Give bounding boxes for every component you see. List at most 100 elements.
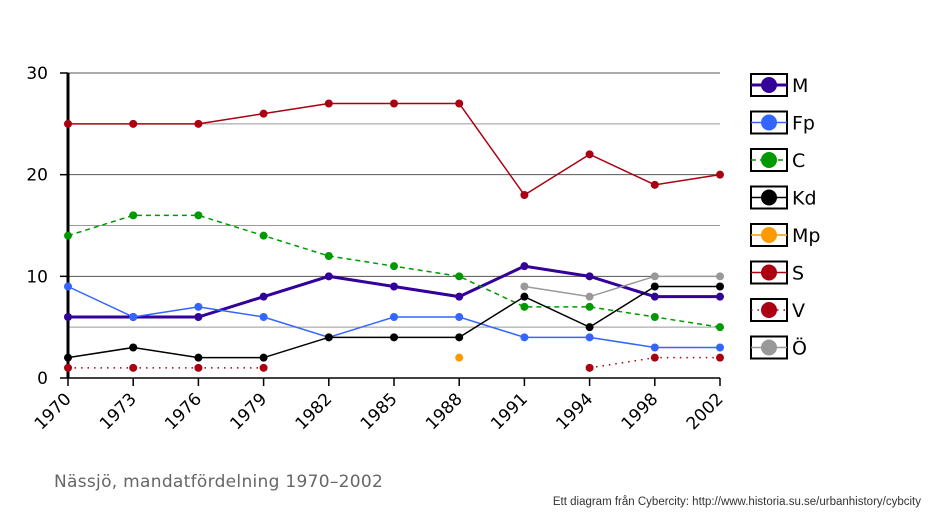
data-point [259,109,268,118]
legend-label: S [792,263,804,285]
data-point [390,282,398,291]
legend-swatch-marker [761,152,777,168]
y-tick-label: 0 [37,369,48,389]
data-point [390,333,398,342]
data-point [520,191,529,199]
legend-item-C: C [750,148,805,172]
x-tick-label: 2002 [683,389,728,434]
data-point [324,333,333,342]
data-point [129,119,138,128]
data-point [650,180,659,189]
x-tick-label: 1982 [292,389,337,434]
data-point [455,272,464,281]
legend-swatch-marker [761,227,777,243]
series-S [64,99,724,199]
data-point [64,353,72,362]
y-tick-label: 30 [26,64,48,84]
data-point [455,292,464,301]
legend-swatch-marker [761,114,777,131]
data-point [259,363,268,372]
legend-swatch-marker [761,339,777,356]
x-tick-label: 1973 [96,389,141,434]
data-point [194,353,203,362]
series-group [64,99,724,372]
legend-item-M: M [750,73,808,97]
data-point [585,150,594,159]
series-Ö [520,272,724,301]
legend-item-S: S [750,260,804,285]
series-line [67,214,721,328]
data-point [716,282,724,291]
legend-label: Ö [792,337,807,360]
legend-item-V: V [750,298,805,322]
data-point [64,231,72,240]
series-Kd [64,282,724,362]
legend-label: C [792,150,805,172]
data-point [585,302,594,311]
legend-item-Kd: Kd [750,185,817,210]
data-point [716,353,724,362]
x-tick-label: 1991 [487,389,532,434]
series-C [64,211,724,332]
y-tick-label: 20 [26,166,48,186]
legend-item-Mp: Mp [750,223,820,247]
x-tick-label: 1979 [226,389,271,434]
data-point [585,333,594,342]
data-point [585,323,594,332]
legend-swatch-marker [761,77,777,93]
data-point [585,363,594,372]
axes: 0 10 20 30 1970 1973 1976 1979 1982 1985 1988 1991 1… [26,64,727,434]
data-point [129,211,138,220]
data-point [716,323,724,332]
data-point [390,99,398,108]
data-point [520,302,529,311]
series-Mp [455,353,464,362]
y-tick-label: 10 [26,267,48,287]
data-point [194,313,203,321]
data-point [585,292,594,301]
data-point [650,313,659,321]
data-point [129,313,138,321]
data-point [324,272,333,281]
x-tick-label: 1988 [422,389,467,434]
data-point [194,302,203,311]
data-point [455,99,464,108]
data-point [650,272,659,281]
data-point [455,353,464,362]
series-M [64,262,724,321]
legend-swatch-marker [761,189,777,206]
data-point [129,363,138,372]
series-line [68,102,721,197]
data-point [390,313,398,321]
legend-label: Mp [792,225,820,247]
data-point [390,262,398,271]
data-point [585,272,594,281]
legend-label: Kd [792,188,817,210]
data-point [259,231,268,240]
data-point [520,292,529,301]
data-point [194,363,203,372]
data-point [64,363,72,372]
legend-item-Fp: Fp [750,110,815,135]
x-tick-label: 1976 [161,389,206,434]
data-point [520,282,529,291]
data-point [716,272,724,281]
data-point [324,99,333,108]
legend-swatch-marker [761,264,777,281]
legend-label: V [792,300,805,322]
data-point [259,353,268,362]
data-point [259,313,268,321]
data-point [64,313,72,321]
x-tick-label: 1970 [31,389,76,434]
legend-label: Fp [792,113,815,135]
data-point [194,211,203,220]
data-point [716,170,724,179]
series-V [64,353,724,372]
legend-label: M [792,75,808,97]
x-tick-label: 1985 [357,389,402,434]
data-point [455,333,464,342]
data-point [650,353,659,362]
data-point [64,282,72,291]
data-point [520,262,529,271]
